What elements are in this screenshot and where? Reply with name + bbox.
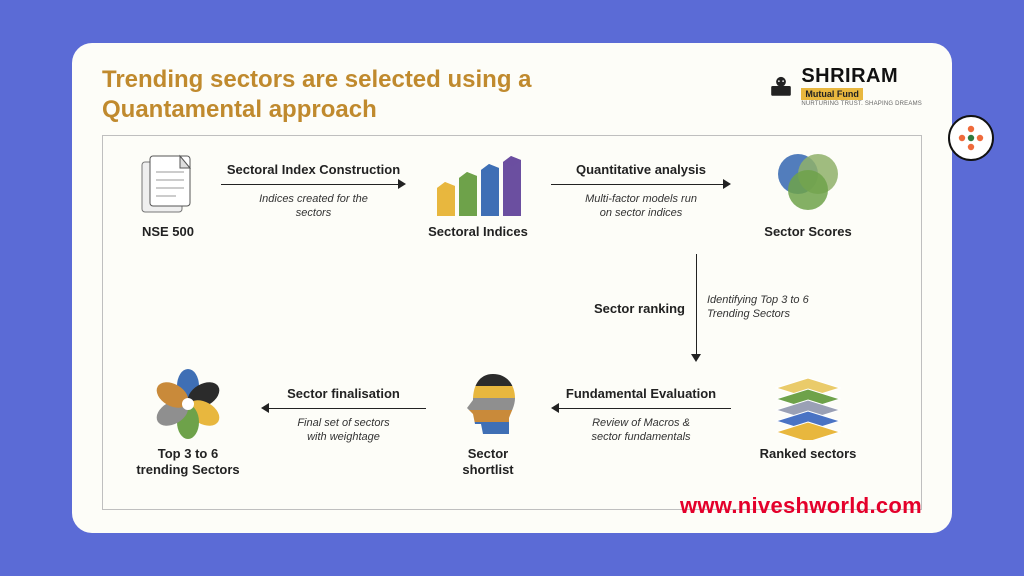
page-title: Trending sectors are selected using a Qu… xyxy=(102,65,622,125)
arrow-title: Sector ranking xyxy=(565,301,685,316)
brand-tagline: NURTURING TRUST. SHAPING DREAMS xyxy=(801,101,922,107)
node-sector-shortlist: Sector shortlist xyxy=(433,368,543,477)
arrow-desc: Review of Macros & sector fundamentals xyxy=(591,417,690,445)
arrow-step5: Sector finalisation Final set of sectors… xyxy=(261,386,426,445)
arrow-title: Fundamental Evaluation xyxy=(566,386,716,401)
node-label: Ranked sectors xyxy=(760,446,857,462)
bar-chart-icon xyxy=(433,154,523,218)
brand-logo-icon xyxy=(767,72,795,100)
arrow-step3: Identifying Top 3 to 6 Trending Sectors … xyxy=(561,254,861,362)
node-ranked-sectors: Ranked sectors xyxy=(743,368,873,462)
brand-block: SHRIRAM Mutual Fund NURTURING TRUST. SHA… xyxy=(767,65,922,107)
watermark-url: www.niveshworld.com xyxy=(680,493,922,519)
arrow-title: Quantitative analysis xyxy=(576,162,706,177)
arrow-step2: Quantitative analysis Multi-factor model… xyxy=(551,162,731,221)
flow-diagram: NSE 500 Sectoral Indices Sector Scores S… xyxy=(102,135,922,510)
layers-icon xyxy=(768,368,848,440)
flower-icon xyxy=(150,368,226,440)
node-label: NSE 500 xyxy=(142,224,194,240)
document-stack-icon xyxy=(140,154,196,218)
arrow-step1: Sectoral Index Construction Indices crea… xyxy=(221,162,406,221)
content-card: Trending sectors are selected using a Qu… xyxy=(72,43,952,533)
node-label: Sector Scores xyxy=(764,224,851,240)
head-profile-icon xyxy=(453,368,523,440)
arrow-title: Sector finalisation xyxy=(287,386,400,401)
node-label: Sector shortlist xyxy=(462,446,513,477)
header: Trending sectors are selected using a Qu… xyxy=(102,65,922,125)
arrow-desc: Identifying Top 3 to 6 Trending Sectors xyxy=(707,294,857,322)
node-sector-scores: Sector Scores xyxy=(743,148,873,240)
arrow-desc: Final set of sectors with weightage xyxy=(297,417,389,445)
arrow-desc: Indices created for the sectors xyxy=(259,193,368,221)
arrow-step4: Fundamental Evaluation Review of Macros … xyxy=(551,386,731,445)
arrow-title: Sectoral Index Construction xyxy=(227,162,400,177)
brand-sub: Mutual Fund xyxy=(801,88,863,100)
arrow-desc: Multi-factor models run on sector indice… xyxy=(585,193,697,221)
node-sectoral-indices: Sectoral Indices xyxy=(413,154,543,240)
venn-icon xyxy=(768,148,848,218)
node-label: Sectoral Indices xyxy=(428,224,528,240)
node-label: Top 3 to 6 trending Sectors xyxy=(136,446,239,477)
node-nse500: NSE 500 xyxy=(123,154,213,240)
brand-name: SHRIRAM xyxy=(801,65,898,88)
dots-badge-icon xyxy=(948,115,994,161)
node-top-sectors: Top 3 to 6 trending Sectors xyxy=(123,368,253,477)
